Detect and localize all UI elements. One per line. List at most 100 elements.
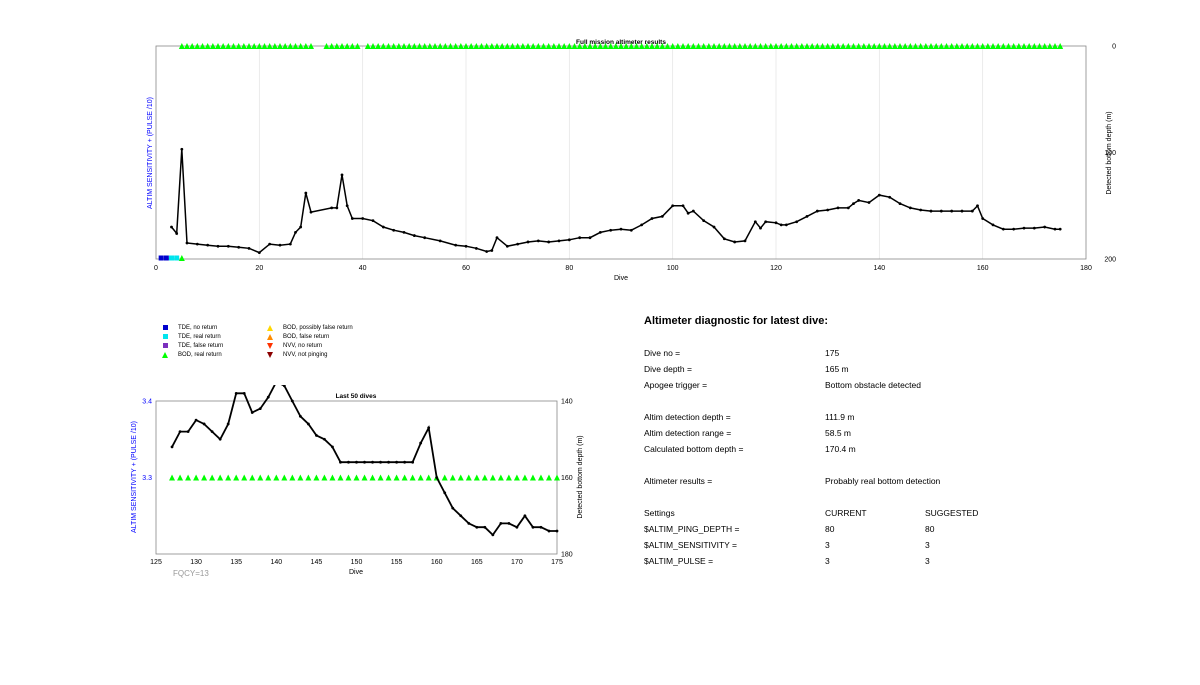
diag-row: Dive depth = 165 m <box>644 364 1164 376</box>
bod-real-return-marker <box>375 43 382 49</box>
top-depth-point <box>898 202 902 206</box>
bod-real-return-marker <box>664 43 671 49</box>
bod-real-return-marker <box>1036 43 1043 49</box>
top-depth-point <box>846 206 850 210</box>
diag-label: Dive depth = <box>644 364 692 374</box>
tde-status-marker <box>169 255 174 261</box>
bod-real-return-marker <box>711 43 717 49</box>
bod-real-return-marker <box>721 43 728 49</box>
bottom-depth-point <box>475 525 479 529</box>
bod-real-return-marker <box>845 43 852 49</box>
legend-item: TDE, false return <box>158 341 223 350</box>
top-depth-point <box>299 225 303 229</box>
sensitivity-marker <box>297 474 304 481</box>
bottom-right-tick-label: 160 <box>561 475 573 482</box>
bod-real-return-marker <box>638 43 645 49</box>
bod-real-return-marker <box>700 43 707 49</box>
bod-real-return-marker <box>649 43 655 49</box>
top-depth-line <box>170 149 1061 254</box>
bod-real-return-marker <box>866 43 872 49</box>
settings-row: $ALTIM_PULSE = 3 3 <box>644 556 1164 568</box>
bod-real-return-marker <box>297 43 304 49</box>
sensitivity-marker <box>537 474 544 481</box>
top-right-tick-label: 200 <box>1104 257 1116 264</box>
bottom-depth-point <box>411 460 415 464</box>
bod-real-return-marker <box>499 43 506 49</box>
bod-real-return-marker <box>535 43 542 49</box>
bod-real-return-marker <box>411 43 418 49</box>
top-depth-point <box>991 223 995 227</box>
top-depth-point <box>598 230 602 234</box>
top-depth-point <box>195 242 199 246</box>
bottom-right-tick-labels: 140 160 180 <box>561 399 573 559</box>
sensitivity-marker <box>257 474 264 481</box>
bod-real-return-marker <box>530 43 537 49</box>
bod-real-return-marker <box>256 43 263 49</box>
bod-real-return-marker <box>773 43 779 49</box>
diag-value: 165 m <box>825 364 849 374</box>
top-depth-point <box>371 219 375 223</box>
bod-real-return-marker <box>1046 43 1053 49</box>
bod-real-return-marker <box>897 43 903 49</box>
top-depth-point <box>175 232 179 235</box>
bod-real-return-marker <box>426 43 433 49</box>
legend-label: BOD, possibly false return <box>283 324 353 331</box>
bod-real-return-marker <box>1005 43 1012 49</box>
bod-real-return-marker <box>1031 43 1038 49</box>
full-mission-chart: Full mission altimeter results 0 20 40 60 80… <box>147 39 1116 282</box>
sensitivity-marker <box>497 474 504 481</box>
sensitivity-marker <box>233 474 240 481</box>
tde-status-marker <box>163 255 169 261</box>
top-depth-point <box>309 210 313 214</box>
bottom-left-tick-label: 3.4 <box>142 399 152 406</box>
bod-real-return-marker <box>705 43 712 49</box>
top-depth-point <box>712 225 716 229</box>
legend-label: TDE, real return <box>178 333 221 340</box>
bottom-depth-point <box>419 441 423 445</box>
bottom-depth-point <box>539 525 543 529</box>
top-depth-point <box>1012 227 1016 231</box>
top-depth-point <box>733 240 737 244</box>
bod-real-return-marker <box>902 43 909 49</box>
bod-real-return-marker <box>979 43 986 49</box>
top-depth-point <box>681 204 685 208</box>
sensitivity-marker <box>265 474 272 481</box>
top-depth-point <box>691 209 695 213</box>
bod-real-return-marker <box>607 43 614 49</box>
bod-real-return-marker <box>778 43 785 49</box>
bod-real-return-marker <box>354 43 361 49</box>
bottom-depth-point <box>306 422 310 426</box>
bottom-depth-point <box>250 411 254 414</box>
bod-real-return-marker <box>282 43 289 49</box>
top-depth-point <box>1032 226 1036 230</box>
bottom-x-tick-labels: 125 130 135 140 145 150 155 160 165 170 175 <box>150 559 563 566</box>
top-right-tick-labels: 0 100 200 <box>1104 44 1116 264</box>
top-depth-point <box>826 208 830 212</box>
legend-label: BOD, false return <box>283 333 330 340</box>
bottom-x-tick-label: 130 <box>190 559 202 566</box>
bottom-depth-point <box>323 437 326 441</box>
bottom-x-tick-label: 145 <box>311 559 323 566</box>
top-depth-point <box>526 240 530 244</box>
bod-real-return-marker <box>416 43 423 49</box>
sensitivity-marker <box>441 474 448 481</box>
bod-real-return-marker <box>912 43 919 49</box>
sensitivity-marker <box>401 474 408 481</box>
top-depth-point <box>1001 227 1005 231</box>
bottom-x-tick-label: 140 <box>270 559 282 566</box>
top-depth-point <box>919 208 923 212</box>
legend-item: TDE, no return <box>158 323 217 332</box>
legend-item: NVV, no return <box>263 341 322 350</box>
sensitivity-marker <box>201 474 208 481</box>
bod-real-return-marker <box>623 43 630 49</box>
bottom-left-axis-label: ALTIM SENSITIVITY + (PULSE /10) <box>131 421 138 533</box>
top-depth-point <box>567 238 571 242</box>
top-depth-point <box>578 236 582 240</box>
diag-row: Apogee trigger = Bottom obstacle detected <box>644 380 1164 392</box>
diag-row: Altim detection range = 58.5 m <box>644 428 1164 440</box>
top-x-tick-label: 160 <box>977 265 989 272</box>
bod-real-return-marker <box>452 43 459 49</box>
bod-real-return-marker <box>814 43 821 49</box>
bod-real-return-marker <box>850 43 857 49</box>
diag-value: Probably real bottom detection <box>825 476 941 486</box>
